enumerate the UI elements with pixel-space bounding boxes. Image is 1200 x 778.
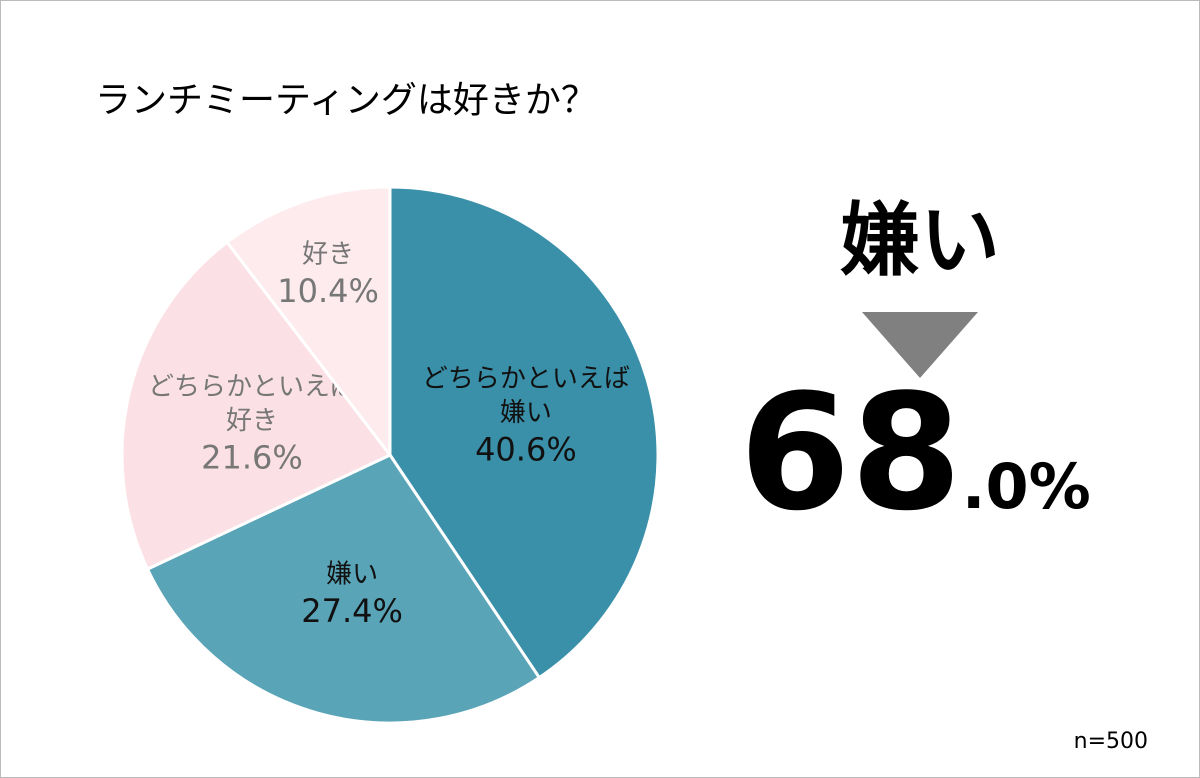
pie-slice [388, 185, 660, 680]
pie-slice [224, 185, 392, 460]
pie-slice [120, 240, 393, 572]
slice-category-label: どちらかといえば嫌い [422, 364, 630, 428]
sample-size-note: n=500 [1074, 729, 1148, 754]
pie-slice [145, 453, 542, 725]
slice-category-label: 好き [302, 240, 354, 270]
slice-category-label: どちらかといえば好き [148, 372, 356, 436]
slice-category-label: 嫌い [326, 559, 378, 589]
slice-value-label: 10.4% [277, 272, 379, 310]
slice-value-label: 21.6% [201, 438, 303, 476]
callout-arrow [862, 312, 978, 378]
slice-value-label: 40.6% [475, 431, 577, 469]
chart-title: ランチミーティングは好きか？ [95, 80, 597, 121]
callout-label: 嫌い [840, 194, 1000, 287]
slice-value-label: 27.4% [301, 592, 403, 630]
callout-value: 68.0% [739, 359, 1090, 546]
